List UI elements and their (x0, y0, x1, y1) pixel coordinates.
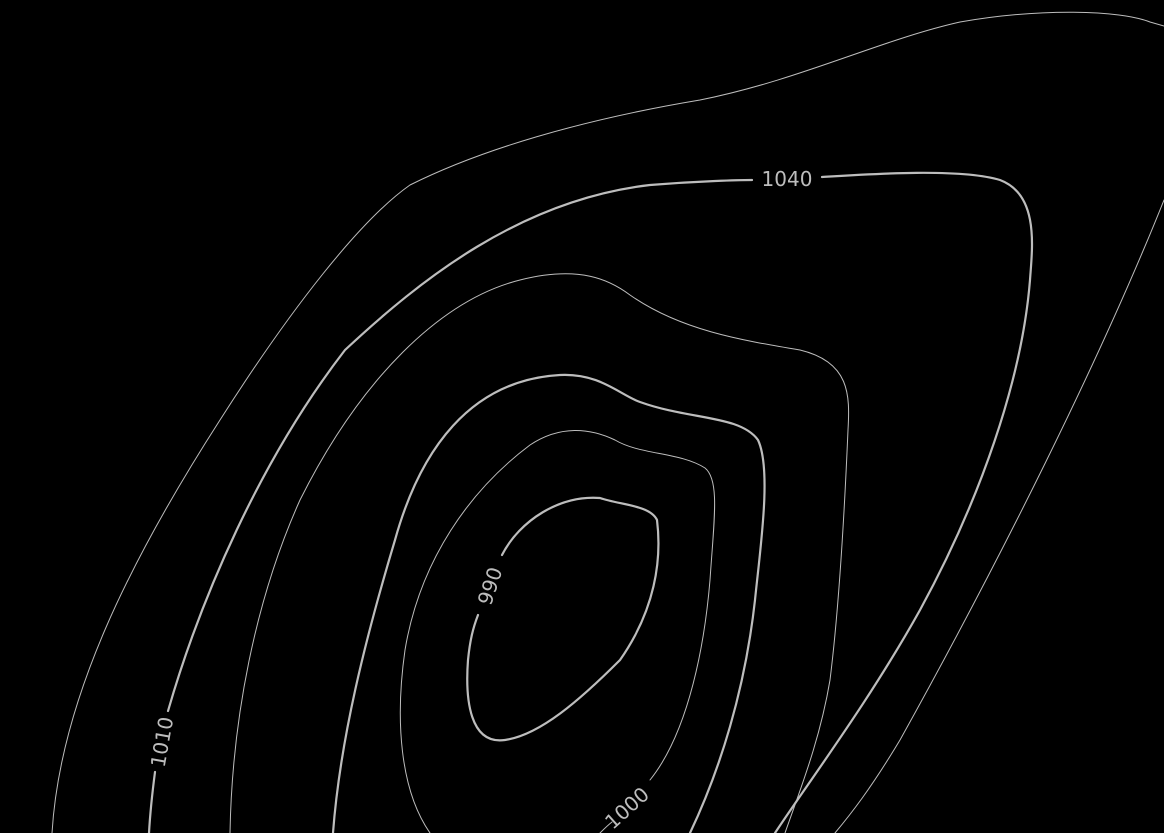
contour-label-1040: 1040 (762, 167, 813, 191)
contour-line (147, 770, 157, 833)
contour-line (331, 373, 766, 833)
contour-line (773, 171, 1034, 833)
contour-line (399, 430, 716, 833)
contour-line (229, 273, 850, 833)
contour-line (166, 178, 754, 713)
contour-line (466, 496, 660, 742)
contour-line (834, 199, 1164, 833)
contour-line (599, 821, 613, 833)
contour-line (51, 11, 1164, 833)
